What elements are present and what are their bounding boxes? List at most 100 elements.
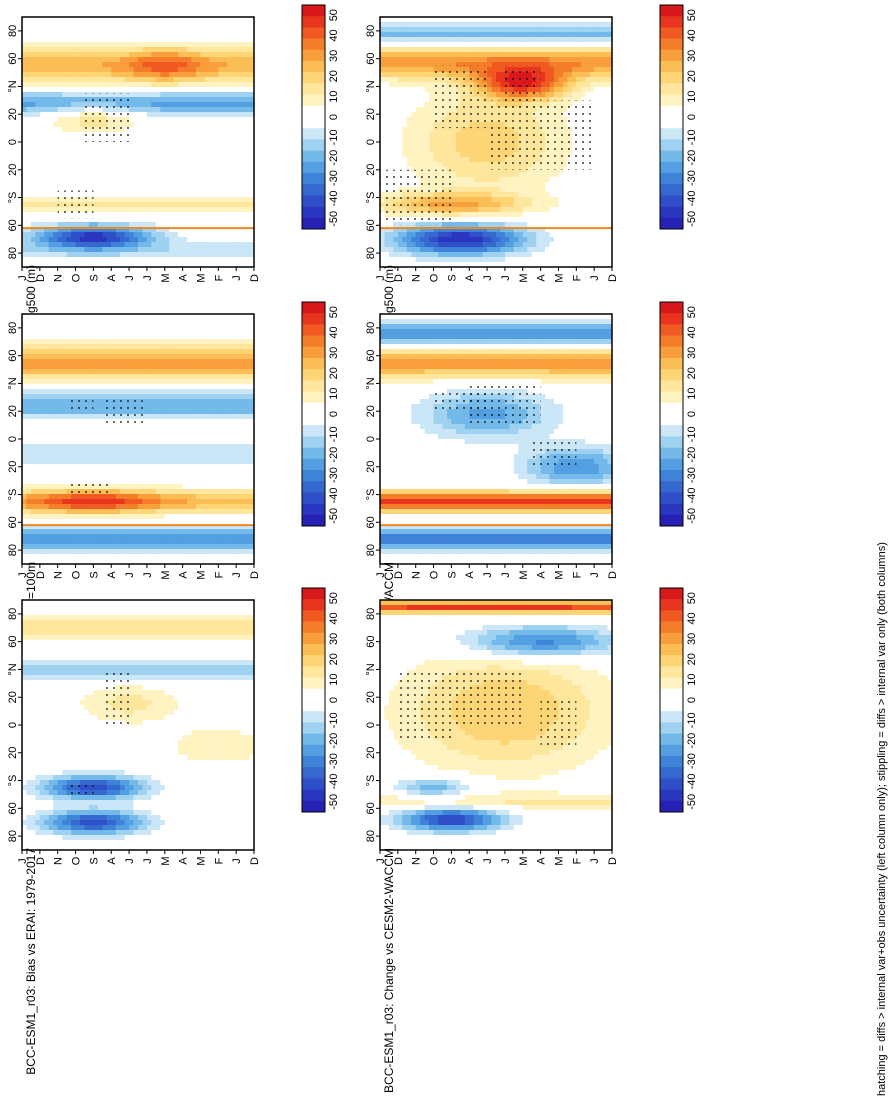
heatmap-cell (93, 22, 98, 27)
heatmap-cell (53, 232, 58, 237)
heatmap-cell (138, 147, 143, 152)
heatmap-cell (429, 117, 434, 122)
heatmap-cell (227, 217, 232, 222)
heatmap-cell (187, 192, 192, 197)
heatmap-cell (398, 72, 403, 77)
heatmap-cell (174, 172, 179, 177)
heatmap-cell (505, 17, 510, 22)
heatmap-cell (138, 117, 143, 122)
heatmap-cell (576, 182, 581, 187)
heatmap-cell (496, 92, 501, 97)
heatmap-cell (80, 177, 85, 182)
heatmap-cell (536, 212, 541, 217)
heatmap-cell (572, 67, 577, 72)
heatmap-cell (26, 47, 31, 52)
heatmap-cell (509, 182, 514, 187)
heatmap-cell (456, 42, 461, 47)
heatmap-cell (487, 182, 492, 187)
heatmap-cell (407, 122, 412, 127)
heatmap-cell (550, 52, 555, 57)
heatmap-cell (523, 172, 528, 177)
heatmap-cell (209, 257, 214, 262)
heatmap-cell (192, 107, 197, 112)
heatmap-cell (245, 27, 250, 32)
heatmap-cell (236, 127, 241, 132)
heatmap-cell (407, 247, 412, 252)
heatmap-cell (218, 167, 223, 172)
heatmap-cell (545, 47, 550, 52)
heatmap-cell (67, 177, 72, 182)
heatmap-cell (156, 42, 161, 47)
heatmap-cell (111, 17, 116, 22)
heatmap-cell (563, 52, 568, 57)
heatmap-cell (227, 212, 232, 217)
heatmap-cell (236, 237, 241, 242)
heatmap-cell (89, 167, 94, 172)
heatmap-cell (389, 162, 394, 167)
heatmap-cell (26, 202, 31, 207)
heatmap-cell (218, 122, 223, 127)
heatmap-cell (138, 52, 143, 57)
heatmap-cell (31, 182, 36, 187)
heatmap-cell (93, 62, 98, 67)
heatmap-cell (438, 32, 443, 37)
heatmap-cell (160, 147, 165, 152)
heatmap-cell (116, 167, 121, 172)
heatmap-cell (389, 247, 394, 252)
heatmap-cell (223, 57, 228, 62)
heatmap-cell (71, 42, 76, 47)
heatmap-cell (416, 87, 421, 92)
heatmap-cell (102, 142, 107, 147)
heatmap-cell (429, 132, 434, 137)
heatmap-cell (232, 102, 237, 107)
heatmap-cell (214, 257, 219, 262)
heatmap-cell (58, 247, 63, 252)
heatmap-cell (205, 117, 210, 122)
heatmap-cell (120, 52, 125, 57)
heatmap-cell (245, 187, 250, 192)
colorbar-label: 30 (328, 50, 340, 62)
heatmap-cell (523, 197, 528, 202)
heatmap-cell (514, 222, 519, 227)
heatmap-cell (187, 172, 192, 177)
heatmap-cell (142, 42, 147, 47)
heatmap-cell (532, 52, 537, 57)
heatmap-cell (62, 42, 67, 47)
heatmap-cell (111, 72, 116, 77)
heatmap-cell (469, 147, 474, 152)
heatmap-cell (393, 247, 398, 252)
heatmap-cell (474, 247, 479, 252)
heatmap-cell (214, 222, 219, 227)
heatmap-cell (232, 122, 237, 127)
heatmap-cell (187, 257, 192, 262)
heatmap-cell (425, 52, 430, 57)
heatmap-cell (134, 32, 139, 37)
heatmap-cell (192, 22, 197, 27)
heatmap-cell (84, 252, 89, 257)
heatmap-cell (49, 137, 54, 142)
heatmap-cell (71, 107, 76, 112)
heatmap-cell (40, 252, 45, 257)
heatmap-cell (53, 222, 58, 227)
heatmap-cell (80, 22, 85, 27)
heatmap-cell (545, 82, 550, 87)
heatmap-cell (134, 187, 139, 192)
heatmap-cell (111, 77, 116, 82)
heatmap-cell (58, 52, 63, 57)
heatmap-cell (536, 47, 541, 52)
heatmap-cell (35, 82, 40, 87)
heatmap-cell (402, 117, 407, 122)
heatmap-cell (554, 202, 559, 207)
heatmap-cell (134, 222, 139, 227)
heatmap-cell (438, 37, 443, 42)
heatmap-cell (241, 192, 246, 197)
heatmap-cell (53, 152, 58, 157)
heatmap-cell (165, 147, 170, 152)
heatmap-cell (31, 252, 36, 257)
heatmap-cell (478, 242, 483, 247)
heatmap-cell (451, 137, 456, 142)
heatmap-cell (187, 72, 192, 77)
heatmap-cell (407, 62, 412, 67)
heatmap-cell (53, 237, 58, 242)
heatmap-cell (169, 202, 174, 207)
